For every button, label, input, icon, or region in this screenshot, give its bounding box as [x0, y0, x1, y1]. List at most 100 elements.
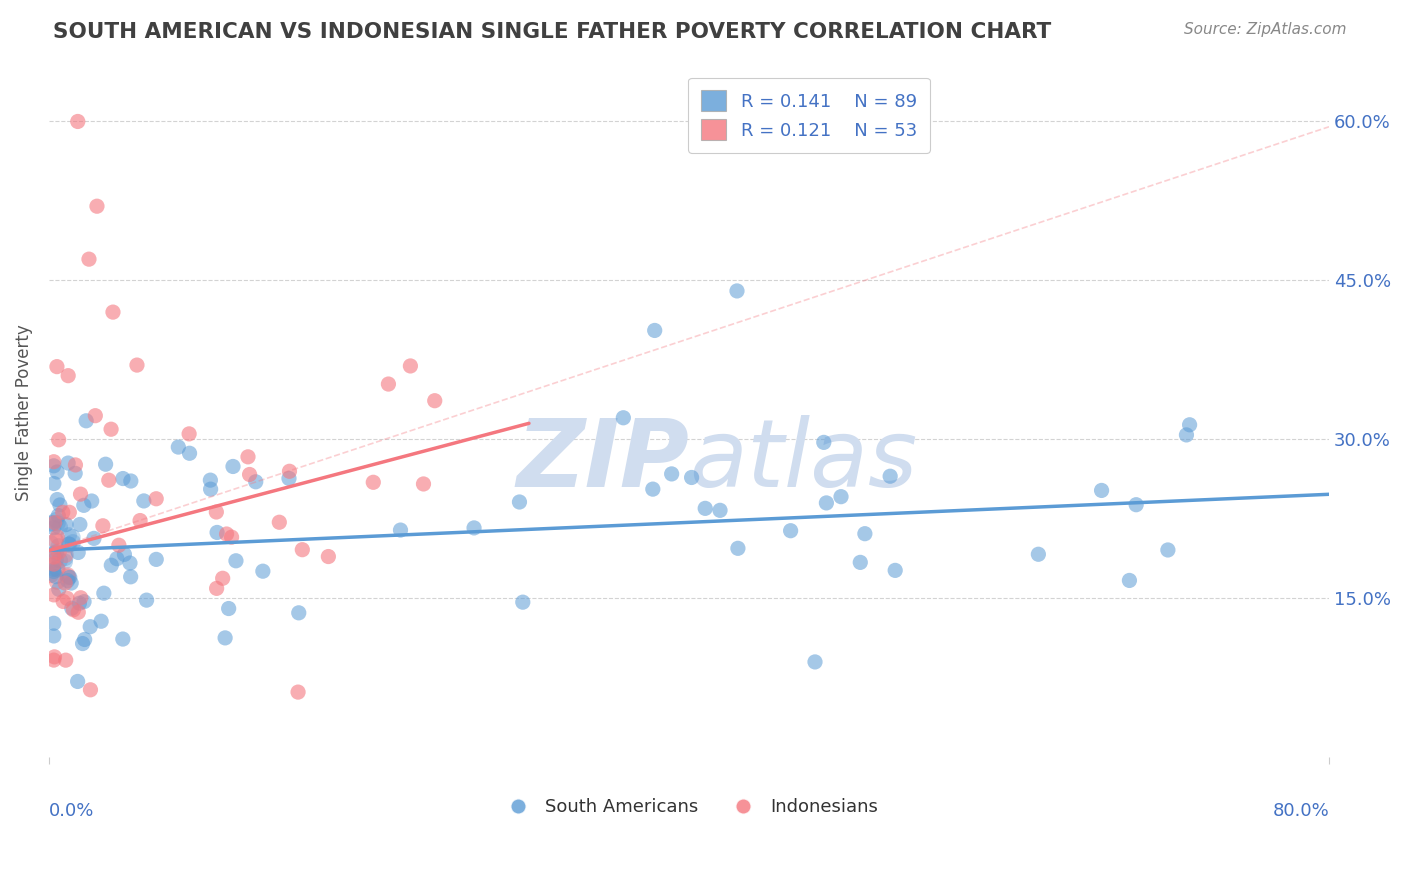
Point: [779, 524, 801, 538]
Point: [221, 530, 243, 544]
Point: [727, 541, 749, 556]
Point: [205, 505, 228, 519]
Point: [291, 542, 314, 557]
Point: [75, 414, 97, 428]
Point: [45, 545, 67, 559]
Point: [120, 474, 142, 488]
Point: [830, 490, 852, 504]
Point: [66, 114, 89, 128]
Point: [508, 495, 530, 509]
Point: [39, 568, 62, 582]
Point: [55, 517, 77, 532]
Point: [59, 570, 82, 584]
Point: [100, 422, 122, 436]
Point: [60, 601, 83, 615]
Point: [42, 548, 65, 562]
Point: [100, 558, 122, 573]
Point: [45, 569, 67, 583]
Point: [67, 545, 90, 559]
Point: [205, 582, 228, 596]
Point: [46, 465, 69, 479]
Point: [200, 482, 222, 496]
Point: [91, 518, 114, 533]
Point: [218, 601, 240, 615]
Point: [65, 458, 87, 472]
Point: [42, 455, 65, 469]
Point: [463, 521, 485, 535]
Point: [42, 458, 65, 473]
Point: [45, 513, 67, 527]
Point: [1178, 417, 1201, 432]
Point: [48, 582, 70, 597]
Point: [287, 606, 309, 620]
Point: [90, 614, 112, 628]
Point: [39, 536, 62, 550]
Point: [179, 426, 201, 441]
Point: [45, 533, 67, 548]
Point: [56, 591, 79, 606]
Point: [211, 571, 233, 585]
Point: [512, 595, 534, 609]
Point: [111, 471, 134, 485]
Point: [269, 515, 291, 529]
Point: [695, 501, 717, 516]
Point: [389, 523, 412, 537]
Point: [884, 563, 907, 577]
Point: [849, 555, 872, 569]
Point: [200, 473, 222, 487]
Point: [423, 393, 446, 408]
Point: [725, 284, 748, 298]
Point: [112, 547, 135, 561]
Point: [644, 323, 666, 337]
Point: [41, 516, 63, 531]
Text: SOUTH AMERICAN VS INDONESIAN SINGLE FATHER POVERTY CORRELATION CHART: SOUTH AMERICAN VS INDONESIAN SINGLE FATH…: [53, 22, 1052, 42]
Point: [111, 632, 134, 646]
Point: [42, 629, 65, 643]
Point: [56, 368, 79, 383]
Point: [132, 494, 155, 508]
Point: [318, 549, 340, 564]
Point: [69, 487, 91, 501]
Point: [236, 450, 259, 464]
Point: [879, 469, 901, 483]
Point: [73, 632, 96, 647]
Point: [42, 476, 65, 491]
Point: [278, 471, 301, 485]
Point: [49, 520, 72, 534]
Point: [94, 457, 117, 471]
Point: [97, 473, 120, 487]
Point: [45, 561, 67, 575]
Point: [67, 605, 90, 619]
Point: [46, 508, 69, 523]
Point: [58, 505, 80, 519]
Point: [252, 564, 274, 578]
Point: [278, 464, 301, 478]
Point: [239, 467, 262, 482]
Point: [62, 603, 84, 617]
Point: [44, 516, 66, 530]
Point: [86, 199, 108, 213]
Point: [62, 535, 84, 549]
Point: [52, 594, 75, 608]
Point: [42, 588, 65, 602]
Point: [46, 516, 69, 531]
Point: [661, 467, 683, 481]
Point: [41, 516, 63, 530]
Point: [60, 576, 83, 591]
Text: ZIP: ZIP: [516, 415, 689, 507]
Point: [681, 470, 703, 484]
Point: [55, 653, 77, 667]
Point: [804, 655, 827, 669]
Point: [56, 456, 79, 470]
Point: [66, 674, 89, 689]
Point: [361, 475, 384, 490]
Point: [853, 526, 876, 541]
Y-axis label: Single Father Poverty: Single Father Poverty: [15, 325, 32, 501]
Point: [73, 595, 96, 609]
Point: [399, 359, 422, 373]
Point: [42, 557, 65, 571]
Point: [815, 496, 838, 510]
Point: [77, 252, 100, 267]
Point: [48, 539, 70, 553]
Point: [118, 556, 141, 570]
